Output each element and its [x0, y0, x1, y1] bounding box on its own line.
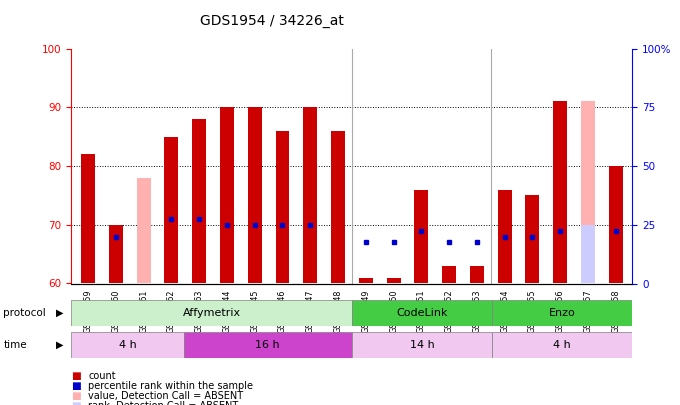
Text: 4 h: 4 h	[554, 340, 571, 350]
Bar	[331, 131, 345, 284]
Bar	[442, 266, 456, 284]
Text: ■: ■	[71, 391, 81, 401]
Bar	[554, 101, 567, 284]
Text: ■: ■	[71, 401, 81, 405]
Bar	[71, 332, 184, 358]
Bar	[581, 101, 595, 284]
Text: 14 h: 14 h	[409, 340, 435, 350]
Bar	[81, 154, 95, 284]
Text: ■: ■	[71, 381, 81, 391]
Text: percentile rank within the sample: percentile rank within the sample	[88, 381, 254, 391]
Bar	[526, 195, 539, 284]
Bar	[248, 107, 262, 284]
Bar	[303, 107, 317, 284]
Bar	[220, 107, 234, 284]
Bar	[137, 178, 150, 284]
Bar	[165, 136, 178, 284]
Text: ▶: ▶	[56, 308, 64, 318]
Text: CodeLink: CodeLink	[396, 308, 447, 318]
Text: protocol: protocol	[3, 308, 46, 318]
Text: GDS1954 / 34226_at: GDS1954 / 34226_at	[200, 14, 344, 28]
Text: value, Detection Call = ABSENT: value, Detection Call = ABSENT	[88, 391, 243, 401]
Bar	[498, 190, 511, 284]
Text: 16 h: 16 h	[256, 340, 280, 350]
Bar	[352, 300, 492, 326]
Bar	[470, 266, 483, 284]
Bar	[184, 332, 352, 358]
Bar	[387, 277, 401, 284]
Bar	[352, 332, 492, 358]
Bar	[359, 277, 373, 284]
Bar	[275, 131, 290, 284]
Text: ■: ■	[71, 371, 81, 381]
Bar	[609, 166, 623, 284]
Bar	[71, 300, 352, 326]
Text: time: time	[3, 340, 27, 350]
Bar	[192, 119, 206, 284]
Text: Affymetrix: Affymetrix	[183, 308, 241, 318]
Text: 4 h: 4 h	[118, 340, 137, 350]
Bar	[581, 225, 595, 283]
Text: rank, Detection Call = ABSENT: rank, Detection Call = ABSENT	[88, 401, 239, 405]
Text: Enzo: Enzo	[549, 308, 576, 318]
Text: count: count	[88, 371, 116, 381]
Bar	[492, 332, 632, 358]
Text: ▶: ▶	[56, 340, 64, 350]
Bar	[109, 225, 123, 283]
Bar	[492, 300, 632, 326]
Bar	[414, 190, 428, 284]
